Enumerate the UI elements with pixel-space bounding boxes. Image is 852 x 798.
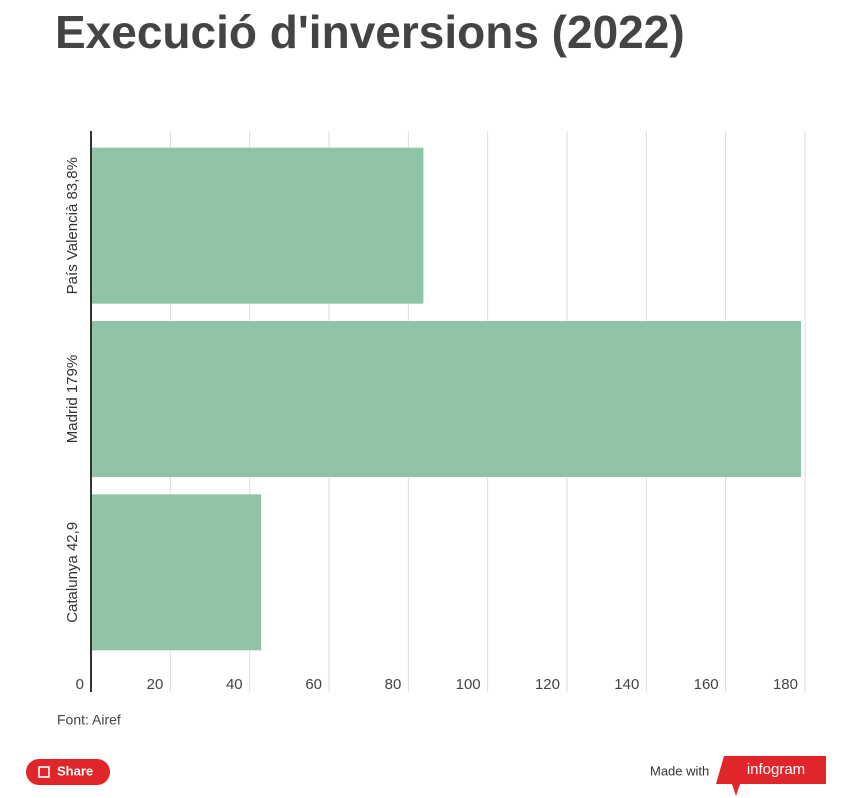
x-tick-label: 40	[226, 676, 243, 693]
infogram-logo[interactable]: infogram	[716, 756, 826, 796]
y-tick-label: Catalunya 42,9	[64, 522, 81, 623]
logo-bg[interactable]	[716, 756, 826, 796]
source: Font: Airef	[57, 712, 121, 728]
bar	[91, 321, 802, 477]
y-tick-label: Madrid 179%	[64, 355, 81, 443]
share-icon[interactable]	[38, 766, 50, 778]
bar	[91, 147, 424, 304]
x-tick-label: 180	[773, 676, 798, 693]
share-label[interactable]: Share	[57, 763, 93, 778]
x-tick-label: 0	[76, 676, 84, 693]
x-tick-label: 120	[535, 676, 560, 693]
y-tick-label: País Valencià 83,8%	[64, 157, 81, 294]
x-tick-label: 80	[385, 676, 402, 693]
x-tick-label: 160	[694, 676, 719, 693]
x-tick-label: 20	[147, 676, 164, 693]
x-tick-label: 140	[614, 676, 639, 693]
made-with: Made with	[650, 763, 709, 778]
share-bg[interactable]	[26, 759, 110, 785]
chart-title: Execució d'inversions (2022)	[55, 6, 685, 58]
bar	[91, 494, 262, 651]
x-tick-label: 100	[456, 676, 481, 693]
share-button[interactable]: Share	[26, 759, 110, 785]
x-tick-label: 60	[305, 676, 322, 693]
logo-text[interactable]: infogram	[747, 761, 805, 778]
